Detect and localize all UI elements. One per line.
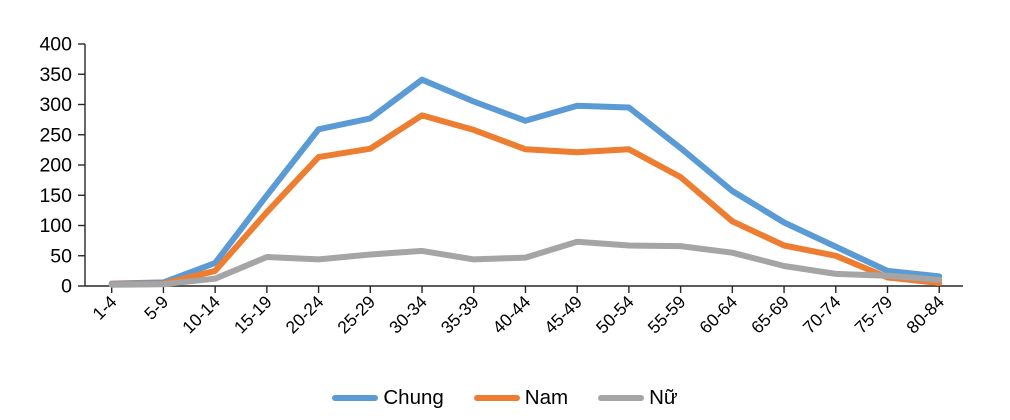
x-tick-label-group: 40-44 (488, 292, 534, 338)
legend-line-swatch (598, 394, 645, 401)
y-tick-label: 100 (39, 215, 72, 237)
x-tick-label-group: 50-54 (592, 292, 638, 338)
y-tick-label: 400 (39, 34, 72, 56)
legend-item-nữ: Nữ (598, 385, 678, 409)
x-tick-label-group: 60-64 (695, 292, 741, 338)
x-tick-label-group: 65-69 (747, 292, 793, 338)
x-tick-label-group: 5-9 (140, 292, 172, 324)
x-tick-label: 75-79 (851, 292, 897, 338)
x-tick-label: 80-84 (902, 292, 948, 338)
legend-line-swatch (473, 394, 520, 401)
x-tick-label: 45-49 (540, 292, 586, 338)
x-tick-label: 50-54 (592, 292, 638, 338)
x-tick-label-group: 45-49 (540, 292, 586, 338)
x-tick-label: 70-74 (799, 292, 845, 338)
x-tick-label-group: 55-59 (644, 292, 690, 338)
chart-legend: Chung Nam Nữ (0, 385, 1010, 409)
series-line-nam (108, 112, 943, 288)
legend-line-swatch (332, 394, 379, 401)
x-tick-label-group: 1-4 (88, 292, 120, 324)
series-line-chung (108, 76, 943, 287)
legend-item-nam: Nam (473, 385, 569, 409)
legend-label: Nữ (649, 385, 678, 409)
x-tick-label: 55-59 (644, 292, 690, 338)
x-tick-label: 15-19 (230, 292, 276, 338)
y-tick-label: 150 (39, 185, 72, 207)
series-line-nữ (108, 238, 943, 288)
legend-item-chung: Chung (332, 385, 444, 409)
x-tick-label-group: 10-14 (178, 292, 224, 338)
y-tick-label: 300 (39, 94, 72, 116)
x-tick-label: 35-39 (437, 292, 483, 338)
x-tick-label-group: 15-19 (230, 292, 276, 338)
x-tick-label-group: 80-84 (902, 292, 948, 338)
x-tick-label: 40-44 (488, 292, 534, 338)
legend-label: Chung (383, 385, 444, 409)
x-tick-label: 60-64 (695, 292, 741, 338)
x-tick-label-group: 70-74 (799, 292, 845, 338)
y-tick-label: 200 (39, 155, 72, 177)
x-tick-label: 25-29 (333, 292, 379, 338)
y-tick-label: 350 (39, 64, 72, 86)
x-tick-label: 5-9 (140, 292, 172, 324)
y-tick-label: 0 (61, 276, 72, 298)
y-tick-label: 50 (50, 245, 72, 267)
x-tick-label-group: 30-34 (385, 292, 431, 338)
x-tick-label: 20-24 (282, 292, 328, 338)
x-tick-label: 10-14 (178, 292, 224, 338)
x-tick-label-group: 20-24 (282, 292, 328, 338)
x-tick-label: 1-4 (88, 292, 120, 324)
y-tick-label: 250 (39, 124, 72, 146)
x-tick-label-group: 25-29 (333, 292, 379, 338)
x-tick-label-group: 35-39 (437, 292, 483, 338)
x-tick-label: 30-34 (385, 292, 431, 338)
legend-label: Nam (524, 385, 569, 409)
x-tick-label-group: 75-79 (851, 292, 897, 338)
x-tick-label: 65-69 (747, 292, 793, 338)
